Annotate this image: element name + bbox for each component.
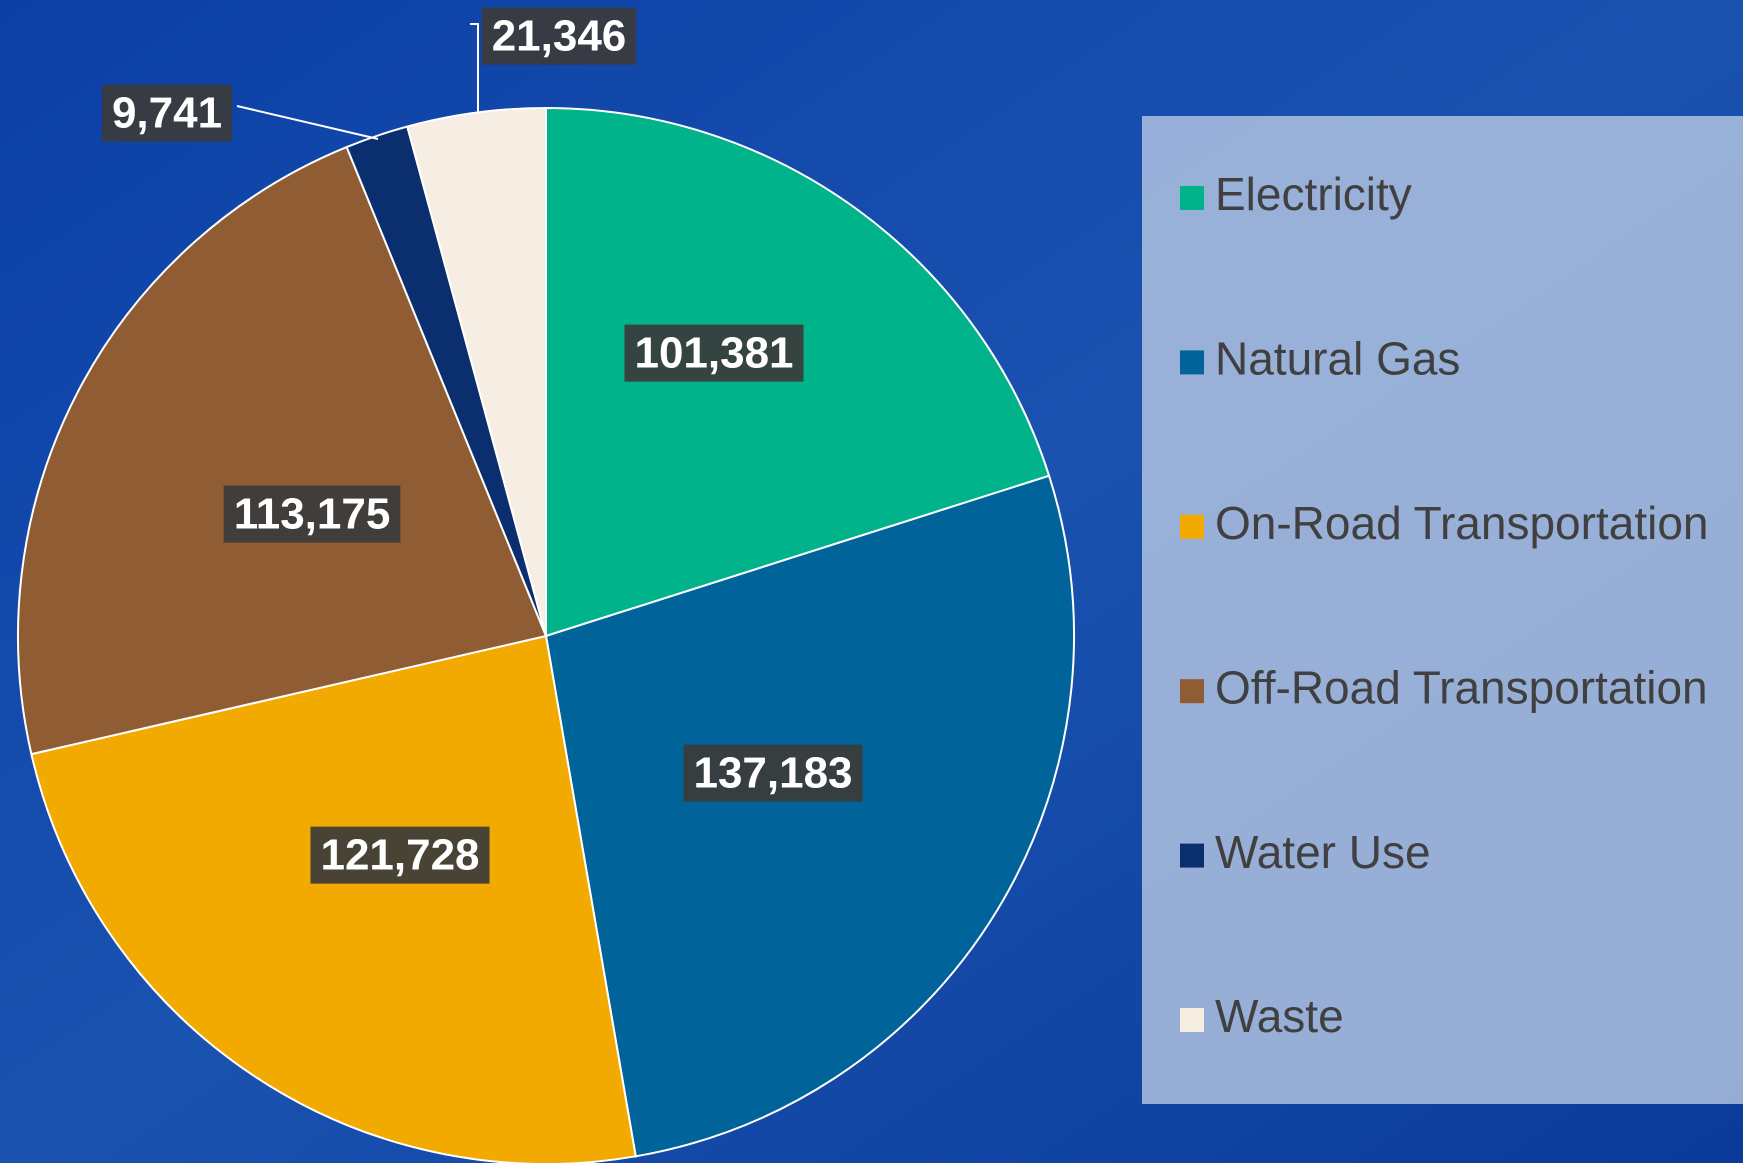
data-label-text: 121,728 (320, 831, 479, 880)
data-label: 113,175 (224, 486, 401, 543)
legend-label: Waste (1215, 990, 1344, 1042)
data-label-text: 21,346 (492, 12, 627, 61)
data-label: 21,346 (482, 8, 637, 65)
legend-swatch (1180, 515, 1204, 539)
legend-swatch (1180, 1008, 1204, 1032)
legend-swatch (1180, 186, 1204, 210)
legend-swatch (1180, 844, 1204, 868)
legend-label: Electricity (1215, 168, 1412, 220)
legend-swatch (1180, 679, 1204, 703)
legend-swatch (1180, 350, 1204, 374)
legend-label: Water Use (1215, 826, 1431, 878)
data-label: 137,183 (683, 745, 862, 802)
data-label-text: 9,741 (112, 89, 222, 138)
legend-label: On-Road Transportation (1215, 497, 1709, 549)
legend-label: Natural Gas (1215, 333, 1460, 385)
data-label-text: 137,183 (693, 749, 852, 798)
data-label-text: 113,175 (234, 490, 391, 539)
legend-label: Off-Road Transportation (1215, 661, 1708, 713)
chart: 101,381 137,183 121,728 113,175 9,741 21,346 E… (0, 0, 1743, 1163)
data-label: 9,741 (102, 85, 232, 142)
data-label-text: 101,381 (634, 329, 793, 378)
data-label: 101,381 (624, 325, 803, 382)
legend-box (1142, 116, 1743, 1104)
data-label: 121,728 (310, 827, 489, 884)
